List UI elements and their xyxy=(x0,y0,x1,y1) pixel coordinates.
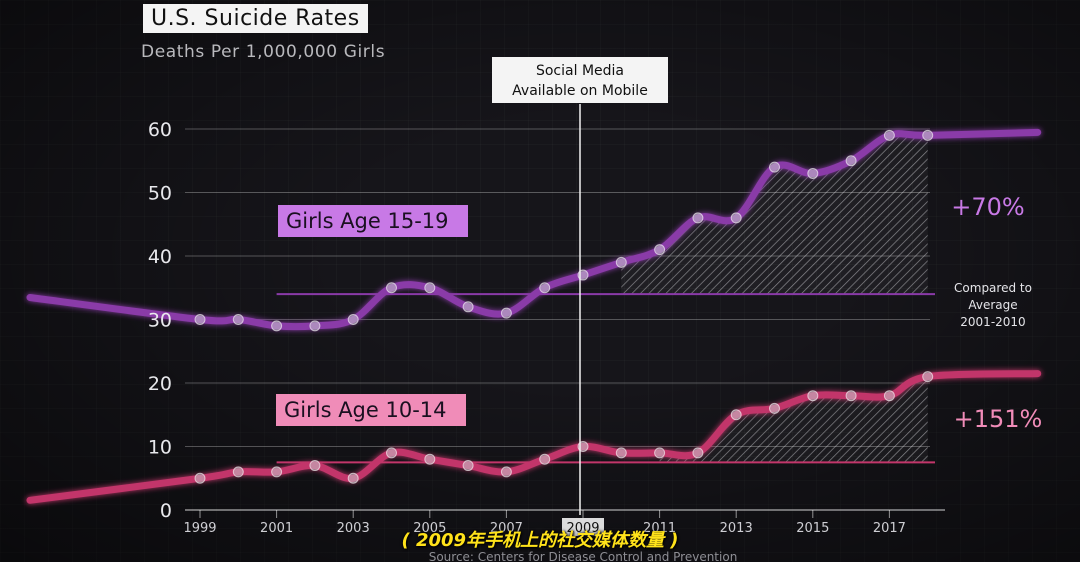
data-point xyxy=(883,129,895,141)
data-point xyxy=(347,314,359,325)
data-point xyxy=(194,314,206,325)
x-tick-label: 2017 xyxy=(873,521,906,536)
data-point xyxy=(883,390,895,402)
y-tick-label: 40 xyxy=(148,246,172,268)
data-point xyxy=(271,466,283,478)
data-point xyxy=(462,460,474,472)
data-point xyxy=(309,320,321,332)
annotation-text: Social Media xyxy=(536,63,624,79)
x-tick-label: 2013 xyxy=(720,521,753,536)
data-point xyxy=(386,447,397,459)
data-point xyxy=(500,466,512,478)
chart-title: U.S. Suicide Rates xyxy=(143,4,368,33)
data-point xyxy=(615,256,627,268)
series-label: Girls Age 10-14 xyxy=(284,398,447,422)
data-point xyxy=(922,371,934,383)
x-tick-label: 2011 xyxy=(643,521,676,536)
comparison-note: 2001-2010 xyxy=(960,315,1025,329)
data-point xyxy=(692,212,704,224)
data-point xyxy=(539,453,551,465)
series-label-box xyxy=(276,394,466,426)
data-point xyxy=(232,314,244,325)
y-tick-label: 30 xyxy=(148,310,172,332)
data-point xyxy=(347,472,359,484)
data-point xyxy=(654,447,666,459)
video-subtitle-caption: ( 2009年手机上的社交媒体数量 ) xyxy=(401,530,679,551)
data-point xyxy=(807,390,819,402)
data-point xyxy=(730,409,742,421)
data-point xyxy=(194,472,206,484)
series-label-box xyxy=(278,205,468,237)
data-point xyxy=(500,307,512,319)
data-point xyxy=(309,460,321,472)
y-tick-label: 60 xyxy=(148,119,172,141)
data-point xyxy=(769,161,780,173)
data-point xyxy=(845,155,857,167)
chart-subtitle: Deaths Per 1,000,000 Girls xyxy=(141,42,386,62)
y-tick-label: 10 xyxy=(148,437,172,459)
x-tick-highlight xyxy=(562,518,604,536)
x-tick-label: 2007 xyxy=(490,521,523,536)
data-point xyxy=(845,390,857,402)
data-point xyxy=(922,129,934,141)
data-point xyxy=(692,447,704,459)
series-label: Girls Age 15-19 xyxy=(286,209,449,233)
data-point xyxy=(539,282,551,294)
y-tick-label: 20 xyxy=(148,373,172,395)
data-point xyxy=(807,167,819,179)
comparison-note: Compared to xyxy=(954,281,1032,295)
data-point xyxy=(462,301,474,313)
data-point xyxy=(424,453,436,465)
annotation-text: Available on Mobile xyxy=(512,83,648,99)
data-point xyxy=(424,282,436,294)
x-tick-label: 2015 xyxy=(796,521,829,536)
x-tick-label: 1999 xyxy=(183,521,216,536)
data-point xyxy=(271,320,283,332)
x-tick-label: 2009 xyxy=(566,521,599,536)
data-point xyxy=(386,282,397,294)
hatched-area xyxy=(621,133,928,295)
data-point xyxy=(232,466,244,478)
x-tick-label: 2003 xyxy=(337,521,370,536)
data-point xyxy=(615,447,627,459)
change-percent-label: +70% xyxy=(951,193,1024,221)
data-point xyxy=(730,212,742,224)
data-point xyxy=(769,402,780,414)
change-percent-label: +151% xyxy=(954,405,1043,433)
x-tick-label: 2005 xyxy=(413,521,446,536)
source-note: Source: Centers for Disease Control and … xyxy=(429,550,738,562)
y-tick-label: 0 xyxy=(160,500,172,522)
y-tick-label: 50 xyxy=(148,183,172,205)
comparison-note: Average xyxy=(968,298,1017,312)
data-point xyxy=(654,244,666,256)
annotation-box xyxy=(492,57,668,103)
x-tick-label: 2001 xyxy=(260,521,293,536)
